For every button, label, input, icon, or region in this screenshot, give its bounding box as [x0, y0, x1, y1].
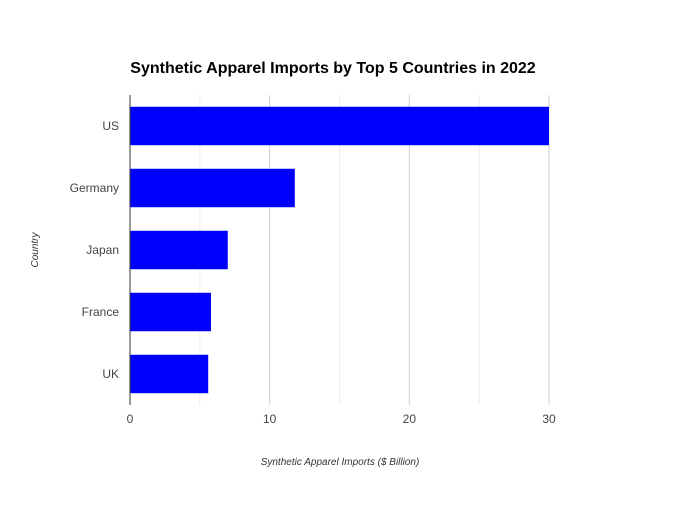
- bars: [130, 106, 549, 394]
- bar-us: [130, 106, 549, 146]
- y-tick-label: France: [82, 305, 120, 319]
- chart-title: Synthetic Apparel Imports by Top 5 Count…: [130, 60, 536, 77]
- x-tick-label: 20: [403, 412, 417, 426]
- bar-germany: [130, 168, 295, 208]
- y-axis-title: Country: [30, 231, 41, 267]
- grid-lines: [199, 95, 550, 405]
- x-tick-labels: 0 10 20 30: [127, 412, 556, 426]
- x-tick-label: 10: [263, 412, 277, 426]
- y-tick-labels: US Germany Japan France UK: [70, 119, 120, 381]
- y-tick-label: UK: [102, 367, 119, 381]
- y-tick-label: Japan: [86, 243, 119, 257]
- y-tick-label: US: [102, 119, 119, 133]
- bar-uk: [130, 354, 209, 394]
- y-tick-label: Germany: [70, 181, 119, 195]
- bar-japan: [130, 230, 228, 270]
- x-axis-title: Synthetic Apparel Imports ($ Billion): [261, 457, 420, 468]
- x-tick-label: 0: [127, 412, 134, 426]
- bar-france: [130, 292, 212, 332]
- x-tick-label: 30: [542, 412, 556, 426]
